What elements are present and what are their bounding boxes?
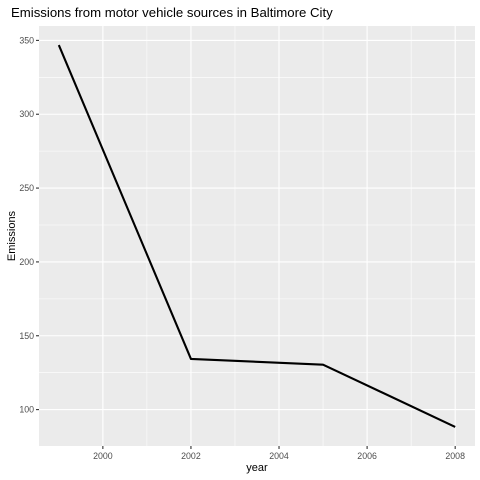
grid-major xyxy=(39,26,475,446)
tick-labels: 2000 2002 2004 2006 2008 100 150 200 250 300 350 xyxy=(19,35,465,461)
axis-ticks xyxy=(36,39,456,449)
x-tick-label: 2000 xyxy=(93,451,113,461)
grid-minor xyxy=(39,26,475,446)
chart-title: Emissions from motor vehicle sources in … xyxy=(11,5,333,20)
x-tick-label: 2008 xyxy=(445,451,465,461)
x-tick-label: 2006 xyxy=(357,451,377,461)
plot-panel xyxy=(39,26,475,446)
series-layer xyxy=(57,44,456,428)
data-point xyxy=(58,44,60,46)
y-tick-label: 300 xyxy=(19,109,34,119)
y-tick-label: 100 xyxy=(19,405,34,415)
y-tick-label: 150 xyxy=(19,331,34,341)
y-axis-title: Emissions xyxy=(6,210,18,261)
x-axis-title: year xyxy=(246,462,268,474)
y-tick-label: 250 xyxy=(19,183,34,193)
data-point xyxy=(454,426,456,428)
y-tick-label: 200 xyxy=(19,257,34,267)
data-point xyxy=(190,358,192,360)
x-tick-label: 2004 xyxy=(269,451,289,461)
emissions-series-line xyxy=(57,44,456,428)
y-tick-label: 350 xyxy=(19,35,34,45)
data-point xyxy=(322,364,324,366)
x-tick-label: 2002 xyxy=(181,451,201,461)
